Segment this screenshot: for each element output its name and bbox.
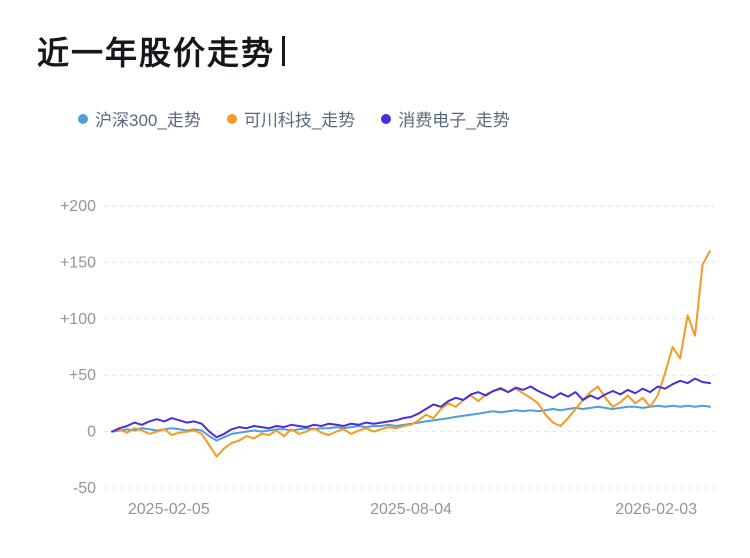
legend-dot-icon [78, 113, 88, 124]
title-caret [282, 36, 286, 66]
line-chart: +200 +150 +100 +50 0 -50 2025-02-05 2025-08-04 2… [60, 198, 715, 518]
y-axis-tick-label: +200 [60, 198, 96, 215]
series-line-消费电子_走势 [111, 377, 711, 439]
x-axis-tick-label: 2025-08-04 [370, 501, 452, 518]
y-axis-tick-label: 0 [87, 424, 96, 441]
legend-dot-icon [226, 113, 237, 124]
legend-label: 沪深300_走势 [95, 111, 201, 130]
y-axis-tick-label: +100 [60, 311, 96, 328]
legend-dot-icon [381, 113, 392, 124]
legend-item-消费电子_走势[interactable]: 消费电子_走势 [381, 106, 510, 131]
x-axis-tick-label: 2026-02-03 [615, 501, 697, 518]
x-axis-tick-label: 2025-02-05 [128, 501, 210, 518]
legend-item-可川科技_走势[interactable]: 可川科技_走势 [226, 106, 356, 131]
legend-label: 可川科技_走势 [243, 111, 356, 130]
series-line-可川科技_走势 [111, 250, 711, 458]
y-axis-tick-label: -50 [73, 480, 96, 497]
legend-item-沪深300_走势[interactable]: 沪深300_走势 [78, 106, 201, 131]
y-axis-tick-label: +150 [60, 254, 96, 271]
y-axis-tick-label: +50 [69, 367, 96, 384]
legend-label: 消费电子_走势 [398, 111, 510, 130]
page-title-text: 近一年股价走势 [37, 35, 276, 71]
chart-legend: 沪深300_走势 可川科技_走势 消费电子_走势 [78, 106, 510, 131]
page-title: 近一年股价走势 [37, 28, 286, 74]
